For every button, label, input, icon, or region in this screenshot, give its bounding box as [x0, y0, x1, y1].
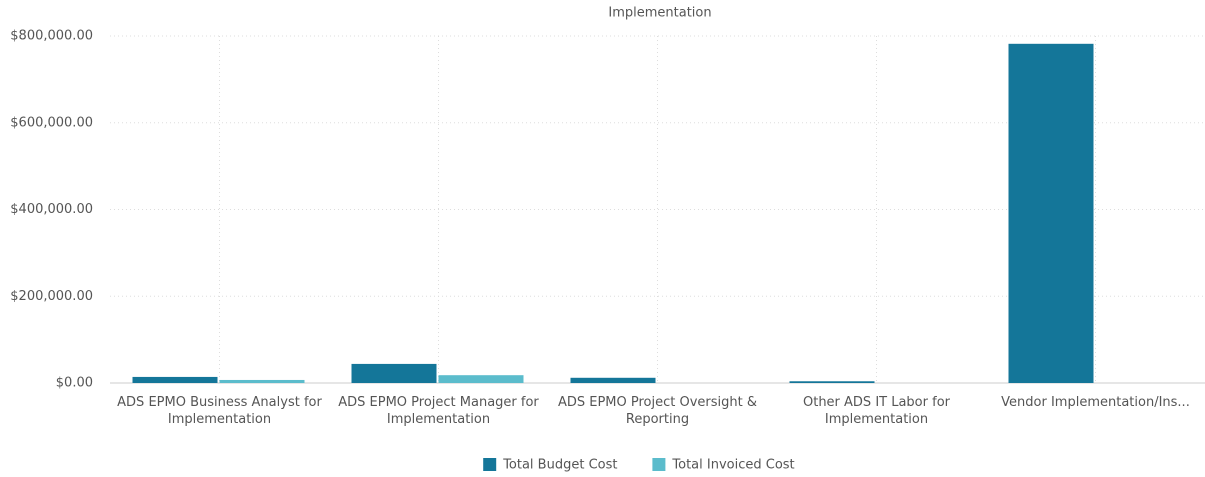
- x-tick-label: Vendor Implementation/Ins...: [1001, 395, 1190, 410]
- bar: [438, 375, 524, 383]
- y-tick-label: $200,000.00: [10, 289, 93, 304]
- bar: [789, 381, 875, 383]
- bar: [1008, 43, 1094, 384]
- y-tick-label: $0.00: [56, 376, 93, 391]
- x-tick-label: ADS EPMO Project Oversight & Reporting: [557, 395, 758, 427]
- chart-title: Implementation: [608, 6, 711, 21]
- legend-label: Total Budget Cost: [502, 458, 617, 473]
- x-tick-label: Other ADS IT Labor for Implementation: [802, 395, 950, 427]
- bar: [351, 363, 437, 383]
- y-tick-label: $400,000.00: [10, 202, 93, 217]
- legend-label: Total Invoiced Cost: [671, 458, 794, 473]
- bar: [219, 379, 305, 383]
- legend-swatch: [652, 458, 666, 471]
- x-tick-label: ADS EPMO Business Analyst for Implementa…: [117, 395, 322, 427]
- y-tick-label: $600,000.00: [10, 115, 93, 130]
- bar: [132, 376, 218, 383]
- x-tick-label: ADS EPMO Project Manager for Implementat…: [338, 395, 539, 427]
- legend-swatch: [483, 458, 497, 471]
- bar: [570, 377, 656, 383]
- y-tick-label: $800,000.00: [10, 29, 93, 44]
